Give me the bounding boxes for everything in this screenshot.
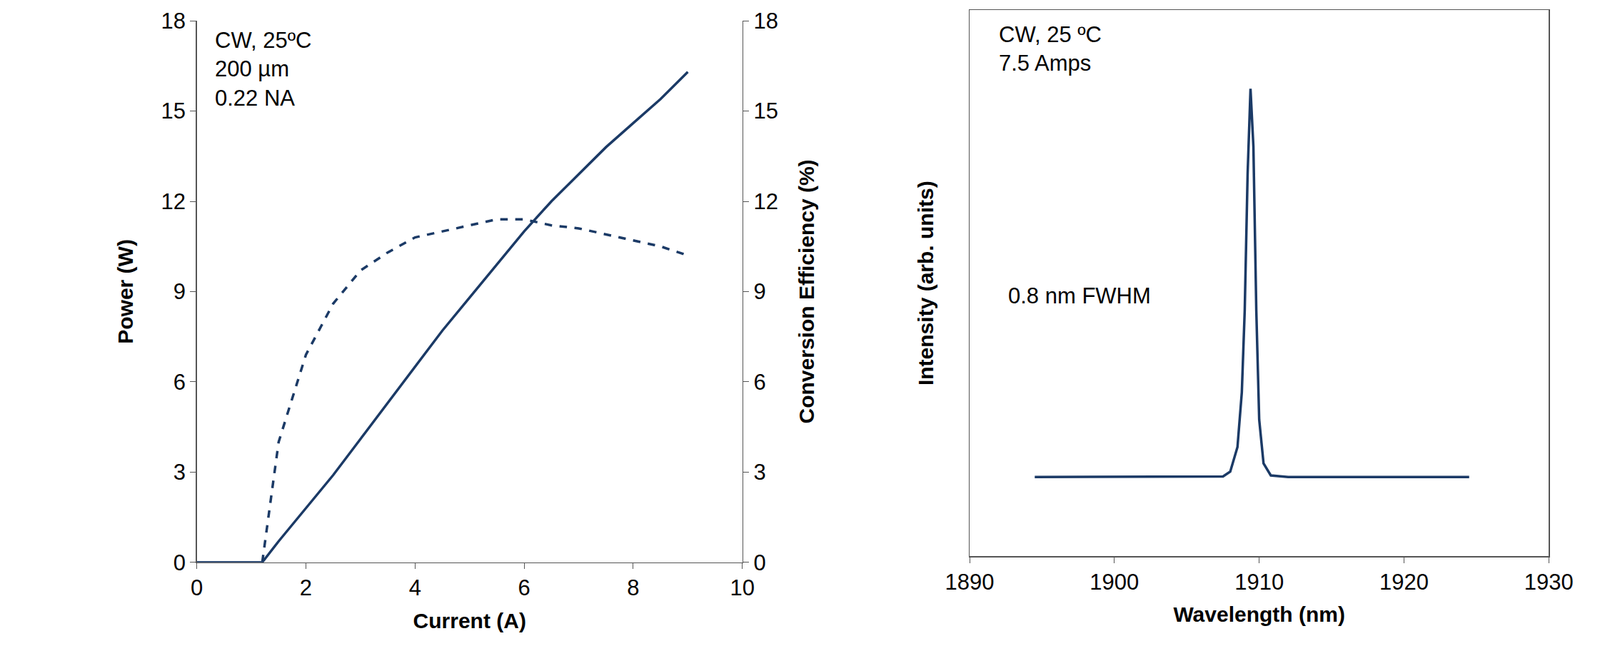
svg-text:0: 0	[173, 550, 186, 576]
svg-text:CW, 25ºC200 µm0.22 NA: CW, 25ºC200 µm0.22 NA	[214, 27, 312, 111]
svg-text:1920: 1920	[1379, 569, 1429, 595]
svg-text:1890: 1890	[945, 569, 995, 595]
svg-text:0: 0	[190, 575, 203, 601]
svg-text:12: 12	[753, 189, 779, 215]
svg-text:4: 4	[409, 575, 422, 601]
svg-text:12: 12	[160, 189, 185, 215]
svg-text:1930: 1930	[1524, 569, 1574, 595]
svg-text:2: 2	[299, 575, 313, 601]
svg-text:0: 0	[753, 550, 767, 576]
svg-text:18: 18	[753, 8, 779, 34]
svg-text:10: 10	[730, 575, 755, 601]
svg-text:6: 6	[173, 369, 186, 395]
svg-text:CW, 25 ºC7.5 Amps: CW, 25 ºC7.5 Amps	[998, 22, 1102, 76]
svg-text:9: 9	[753, 279, 767, 305]
svg-text:0.8 nm FWHM: 0.8 nm FWHM	[1008, 283, 1151, 309]
svg-text:3: 3	[753, 459, 767, 485]
svg-text:1910: 1910	[1234, 569, 1284, 595]
svg-text:Power (W): Power (W)	[113, 239, 138, 345]
svg-text:15: 15	[753, 98, 779, 124]
svg-text:6: 6	[518, 575, 531, 601]
svg-text:15: 15	[160, 98, 185, 124]
svg-text:Current (A): Current (A)	[413, 609, 527, 633]
svg-text:Wavelength (nm): Wavelength (nm)	[1173, 602, 1346, 627]
svg-text:3: 3	[173, 459, 186, 485]
svg-text:9: 9	[173, 279, 186, 305]
svg-text:Intensity (arb. units): Intensity (arb. units)	[913, 180, 938, 386]
svg-text:6: 6	[753, 369, 767, 395]
svg-text:18: 18	[160, 8, 185, 34]
svg-text:1900: 1900	[1089, 569, 1139, 595]
svg-text:Conversion Efficiency (%): Conversion Efficiency (%)	[794, 159, 819, 424]
svg-text:8: 8	[626, 575, 640, 601]
